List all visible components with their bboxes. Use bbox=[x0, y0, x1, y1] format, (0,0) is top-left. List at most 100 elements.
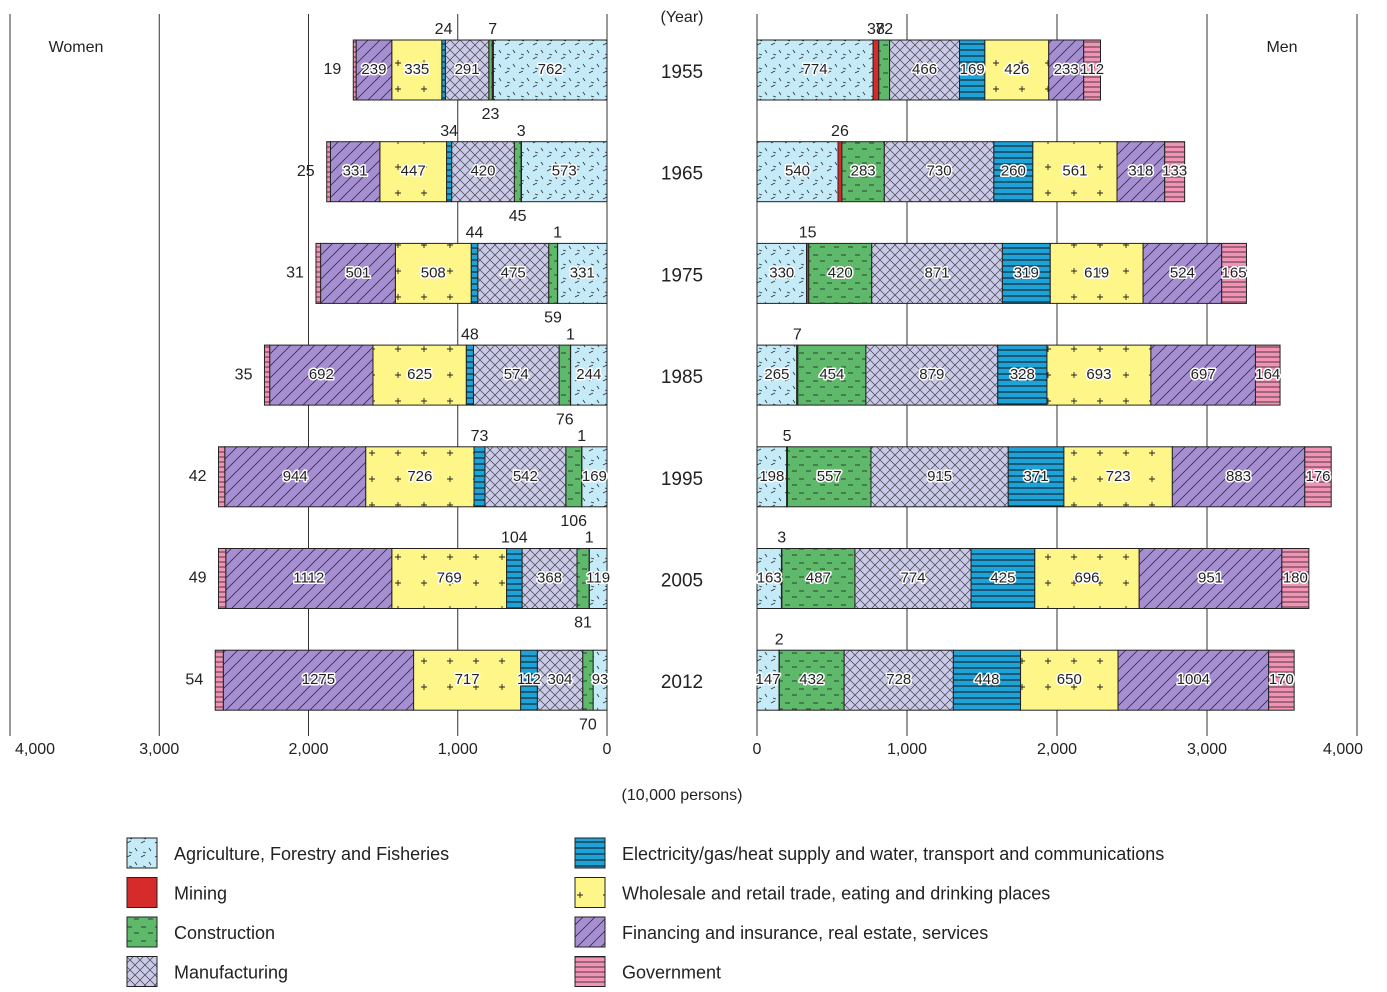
value-label: 112 bbox=[517, 671, 541, 688]
value-label: 573 bbox=[552, 163, 577, 180]
legend-label: Government bbox=[622, 962, 721, 982]
value-label: 774 bbox=[900, 569, 925, 586]
value-label: 304 bbox=[547, 671, 572, 688]
value-label: 557 bbox=[817, 468, 842, 485]
legend-label: Manufacturing bbox=[174, 962, 288, 982]
value-label: 7 bbox=[488, 21, 497, 38]
value-label: 291 bbox=[455, 61, 480, 78]
value-label: 328 bbox=[1010, 366, 1035, 383]
bar-segment bbox=[474, 447, 485, 507]
value-label: 7 bbox=[793, 326, 802, 343]
value-label: 879 bbox=[919, 366, 944, 383]
value-label: 147 bbox=[756, 671, 781, 688]
value-label: 871 bbox=[925, 264, 950, 281]
value-label: 696 bbox=[1074, 569, 1099, 586]
value-label: 5 bbox=[783, 428, 792, 445]
value-label: 371 bbox=[1024, 468, 1049, 485]
x-tick-label: 4,000 bbox=[15, 741, 55, 758]
value-label: 944 bbox=[283, 468, 308, 485]
value-label: 915 bbox=[927, 468, 952, 485]
category-label: 1985 bbox=[661, 367, 703, 388]
value-label: 454 bbox=[819, 366, 844, 383]
value-label: 951 bbox=[1198, 569, 1223, 586]
value-label: 45 bbox=[509, 208, 527, 225]
value-label: 726 bbox=[407, 468, 432, 485]
value-label: 176 bbox=[1305, 468, 1330, 485]
value-label: 15 bbox=[799, 225, 817, 242]
value-label: 432 bbox=[799, 671, 824, 688]
bar-segment bbox=[442, 40, 446, 100]
value-label: 3 bbox=[517, 123, 526, 140]
bar-segment bbox=[215, 650, 223, 710]
value-label: 426 bbox=[1004, 61, 1029, 78]
value-label: 540 bbox=[785, 163, 810, 180]
value-label: 48 bbox=[461, 326, 479, 343]
value-label: 112 bbox=[1080, 61, 1104, 78]
legend-swatch bbox=[127, 957, 157, 987]
value-label: 1 bbox=[585, 530, 594, 547]
value-label: 164 bbox=[1255, 366, 1280, 383]
value-label: 180 bbox=[1283, 569, 1308, 586]
legend-swatch bbox=[575, 838, 605, 868]
value-label: 475 bbox=[501, 264, 526, 281]
bar-segment bbox=[471, 243, 478, 303]
value-label: 260 bbox=[1001, 163, 1026, 180]
value-label: 70 bbox=[579, 716, 597, 733]
value-label: 35 bbox=[235, 366, 253, 383]
value-label: 265 bbox=[764, 366, 789, 383]
value-label: 1112 bbox=[293, 569, 324, 586]
x-tick-label: 3,000 bbox=[139, 741, 179, 758]
value-label: 104 bbox=[501, 530, 528, 547]
value-label: 524 bbox=[1170, 264, 1195, 281]
legend-swatch bbox=[127, 838, 157, 868]
value-label: 25 bbox=[297, 163, 315, 180]
legend-swatch bbox=[575, 957, 605, 987]
value-label: 501 bbox=[345, 264, 370, 281]
value-label: 318 bbox=[1128, 163, 1153, 180]
bar-segment bbox=[549, 243, 558, 303]
value-label: 81 bbox=[574, 615, 592, 632]
value-label: 165 bbox=[1222, 264, 1247, 281]
bar-segment bbox=[447, 142, 452, 202]
value-label: 697 bbox=[1191, 366, 1216, 383]
value-label: 1004 bbox=[1177, 671, 1210, 688]
x-tick-label: 1,000 bbox=[887, 741, 927, 758]
value-label: 487 bbox=[806, 569, 831, 586]
bar-segment bbox=[879, 40, 890, 100]
value-label: 93 bbox=[592, 671, 609, 688]
value-label: 425 bbox=[990, 569, 1015, 586]
value-label: 420 bbox=[828, 264, 853, 281]
bar-segment bbox=[466, 345, 473, 405]
x-axis-label: (10,000 persons) bbox=[622, 787, 743, 804]
value-label: 650 bbox=[1057, 671, 1082, 688]
value-label: 31 bbox=[286, 265, 304, 282]
value-label: 19 bbox=[323, 61, 341, 78]
value-label: 331 bbox=[570, 264, 595, 281]
value-label: 169 bbox=[582, 468, 607, 485]
value-label: 692 bbox=[309, 366, 334, 383]
value-label: 72 bbox=[875, 21, 893, 38]
value-label: 717 bbox=[455, 671, 480, 688]
value-label: 368 bbox=[537, 569, 562, 586]
value-label: 233 bbox=[1054, 61, 1079, 78]
value-label: 198 bbox=[759, 468, 784, 485]
value-label: 3 bbox=[777, 530, 786, 547]
category-label: 1995 bbox=[661, 469, 703, 490]
value-label: 561 bbox=[1062, 163, 1087, 180]
category-label: 1965 bbox=[661, 164, 703, 185]
value-label: 723 bbox=[1106, 468, 1131, 485]
value-label: 54 bbox=[185, 671, 203, 688]
value-label: 2 bbox=[775, 631, 784, 648]
value-label: 447 bbox=[401, 163, 426, 180]
legend-swatch bbox=[575, 917, 605, 947]
value-label: 625 bbox=[407, 366, 432, 383]
bar-segment bbox=[838, 142, 842, 202]
legend: Agriculture, Forestry and FisheriesMinin… bbox=[127, 838, 1164, 987]
value-label: 42 bbox=[189, 468, 207, 485]
x-tick-label: 2,000 bbox=[288, 741, 328, 758]
bar-segment bbox=[264, 345, 269, 405]
bar-segment bbox=[514, 142, 521, 202]
value-label: 319 bbox=[1014, 264, 1039, 281]
legend-swatch bbox=[575, 878, 605, 908]
